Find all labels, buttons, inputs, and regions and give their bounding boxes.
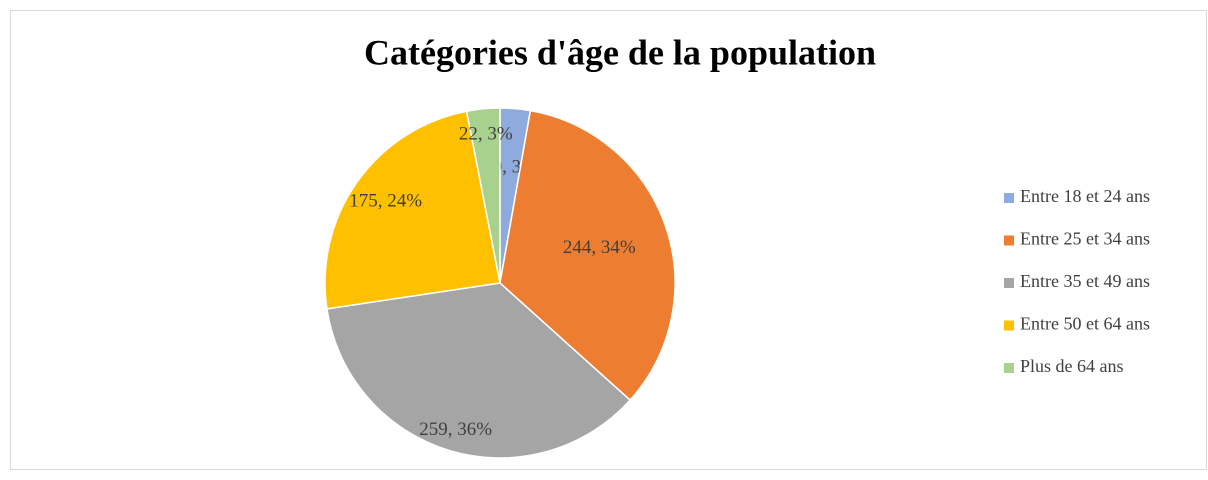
legend-swatch — [1004, 320, 1014, 331]
legend-label: Entre 35 et 49 ans — [1020, 271, 1150, 291]
legend-swatch — [1004, 235, 1014, 246]
data-label: 22, 3% — [459, 123, 513, 144]
legend-swatch — [1004, 278, 1014, 288]
legend-label: Entre 18 et 24 ans — [1020, 186, 1150, 206]
pie-slice — [499, 109, 676, 402]
data-label: 244, 34% — [563, 237, 636, 258]
pie-slice — [326, 282, 632, 459]
data-label: 259, 36% — [419, 419, 492, 440]
legend-label: Entre 50 et 64 ans — [1020, 314, 1150, 334]
chart-title: Catégories d'âge de la population — [364, 32, 876, 72]
legend-label: Plus de 64 ans — [1020, 356, 1124, 376]
legend-swatch — [1004, 363, 1014, 373]
pie-slice — [324, 110, 501, 310]
legend-label: Entre 25 et 34 ans — [1020, 229, 1150, 249]
data-label: 175, 24% — [349, 191, 422, 212]
legend-swatch — [1004, 193, 1014, 203]
pie-slice — [465, 107, 501, 284]
